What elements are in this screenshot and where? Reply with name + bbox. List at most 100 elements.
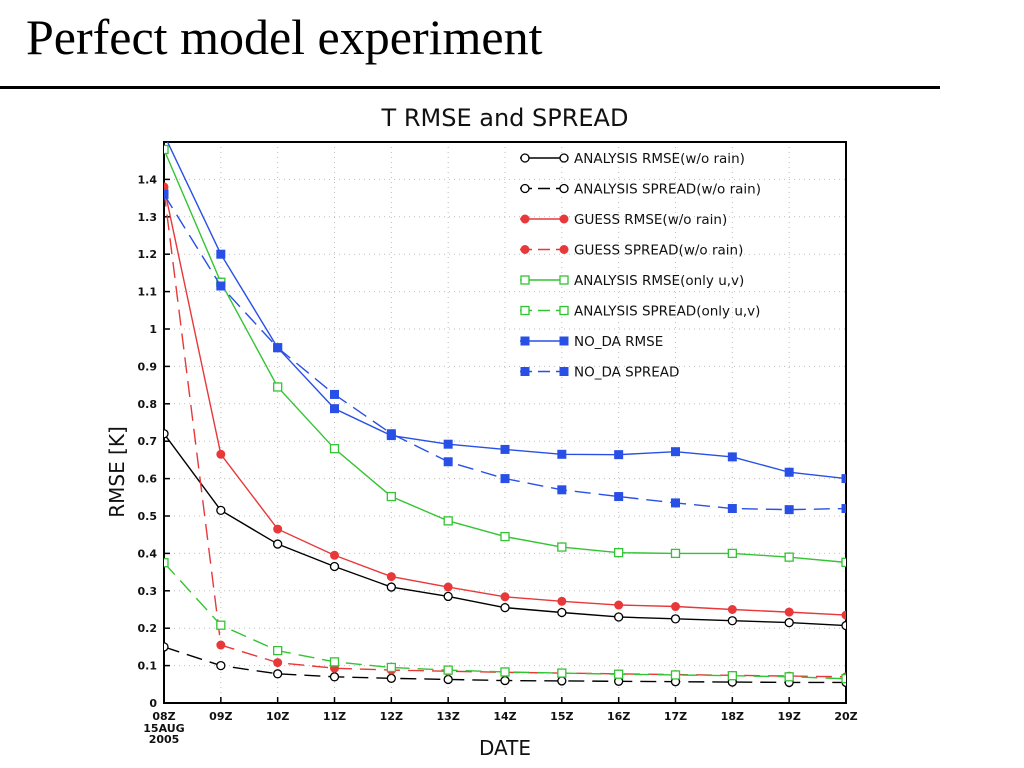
x-tick-label: 19Z [778, 710, 801, 723]
x-date-label: 15AUG [143, 722, 184, 735]
legend-item: NO_DA SPREAD [520, 365, 679, 381]
data-point [557, 676, 567, 686]
legend-item: GUESS SPREAD(w/o rain) [520, 243, 743, 259]
legend-marker-right [559, 245, 569, 254]
data-point [443, 591, 453, 602]
legend-label: ANALYSIS RMSE(w/o rain) [574, 151, 745, 167]
data-point [500, 474, 510, 484]
slide-title: Perfect model experiment [26, 9, 543, 65]
grid-layer [163, 142, 847, 704]
data-point [500, 592, 510, 602]
data-point [386, 491, 396, 502]
data-point [727, 548, 737, 559]
series-line [164, 149, 846, 564]
data-point [500, 444, 510, 454]
legend-marker-right [559, 336, 569, 346]
data-point [557, 668, 567, 678]
legend-marker-left [520, 153, 530, 163]
legend-label: NO_DA SPREAD [574, 365, 679, 381]
data-point [273, 645, 283, 656]
data-point [164, 429, 169, 439]
data-point [386, 662, 396, 673]
data-point [329, 657, 340, 667]
data-point [216, 249, 226, 259]
data-point [500, 531, 510, 542]
x-tick-label: 16Z [607, 710, 630, 723]
x-tick-label: 13Z [437, 710, 460, 723]
legend-marker-left [520, 245, 530, 254]
data-point [216, 505, 226, 516]
series-line [164, 186, 846, 616]
data-point [841, 610, 846, 620]
data-point [443, 582, 453, 592]
data-point [557, 542, 567, 552]
y-tick-label: 0 [149, 697, 157, 710]
data-point [784, 672, 794, 682]
x-date-label: 2005 [149, 733, 180, 746]
legend-marker-left [520, 214, 530, 224]
data-point [273, 539, 283, 549]
data-point [614, 450, 624, 460]
y-tick-label: 0.6 [138, 473, 158, 486]
data-point [273, 524, 283, 534]
legend-marker-right [559, 275, 569, 285]
data-point [330, 389, 339, 399]
data-point [273, 669, 283, 679]
legend-marker-left [520, 183, 530, 194]
legend-marker-right [559, 305, 569, 316]
data-point [727, 504, 737, 514]
data-point [443, 665, 453, 675]
legend-marker-left [520, 275, 530, 285]
data-point [273, 382, 283, 392]
legend-item: GUESS RMSE(w/o rain) [520, 212, 727, 228]
data-point [614, 492, 624, 502]
x-tick-label: 11Z [323, 710, 346, 723]
legend-marker-left [520, 336, 530, 346]
data-point [330, 550, 339, 560]
series-5 [164, 144, 846, 568]
series-8 [164, 189, 846, 515]
data-point [164, 189, 169, 199]
y-tick-label: 1 [149, 323, 157, 336]
data-point [386, 673, 396, 683]
legend-label: NO_DA RMSE [574, 334, 663, 350]
x-axis-ticks: 08Z 09Z 10Z 11Z 12Z 13Z 14Z 15Z 16Z 17Z 18Z 19Z 20Z 1… [143, 697, 858, 746]
data-point [841, 474, 846, 484]
data-point [784, 505, 794, 515]
data-point [670, 548, 681, 559]
data-point [164, 144, 169, 155]
series-layer [164, 142, 846, 688]
series-6 [164, 558, 846, 684]
data-point [841, 674, 846, 684]
data-point [443, 439, 453, 449]
data-point [784, 467, 794, 477]
legend-marker-left [520, 305, 530, 316]
data-point [670, 670, 681, 680]
data-point [443, 674, 453, 685]
data-point [727, 671, 737, 681]
data-point [329, 444, 340, 454]
data-point [614, 669, 624, 679]
y-tick-label: 1.4 [138, 173, 158, 186]
data-point [784, 617, 794, 628]
legend-label: ANALYSIS RMSE(only u,v) [574, 273, 744, 289]
legend-marker-left [520, 367, 530, 376]
series-1 [164, 429, 846, 631]
x-tick-label: 10Z [266, 710, 289, 723]
y-tick-label: 0.2 [138, 622, 158, 635]
data-point [216, 620, 226, 630]
y-axis-label: RMSE [K] [105, 426, 129, 518]
data-point [386, 572, 396, 582]
legend-label: ANALYSIS SPREAD(only u,v) [574, 304, 760, 320]
legend-marker-right [559, 214, 569, 224]
legend-marker-right [559, 367, 569, 376]
y-tick-label: 1.2 [138, 248, 158, 261]
data-point [330, 404, 339, 414]
data-point [443, 457, 453, 467]
y-tick-label: 0.7 [138, 435, 158, 448]
data-point [614, 612, 624, 622]
legend-marker-right [559, 183, 569, 194]
legend: ANALYSIS RMSE(w/o rain) ANALYSIS SPREAD(w… [520, 151, 761, 381]
data-point [727, 616, 737, 626]
legend-label: GUESS RMSE(w/o rain) [574, 212, 727, 228]
